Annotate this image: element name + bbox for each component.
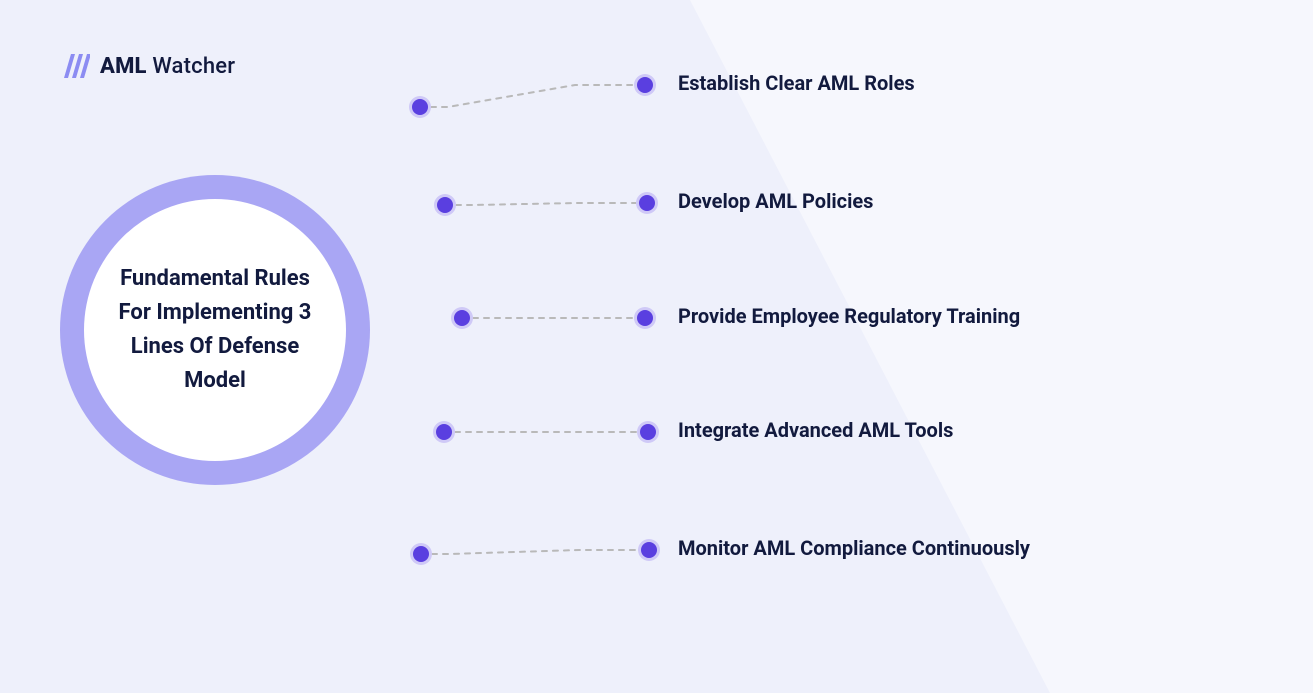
rule-item-label: Integrate Advanced AML Tools xyxy=(678,418,953,442)
connector-end-dot xyxy=(641,542,657,558)
connector-end-dot xyxy=(637,310,653,326)
connector-path xyxy=(445,203,647,205)
rule-item-label: Develop AML Policies xyxy=(678,189,873,213)
rule-item-label: Provide Employee Regulatory Training xyxy=(678,304,1020,328)
connector-end-dot xyxy=(639,195,655,211)
connector-start-dot xyxy=(413,546,429,562)
connector-start-dot xyxy=(454,310,470,326)
rule-item-label: Establish Clear AML Roles xyxy=(678,71,915,95)
hub-inner: Fundamental Rules For Implementing 3 Lin… xyxy=(84,199,346,461)
brand-logo: AML Watcher xyxy=(62,52,235,80)
logo-mark-icon xyxy=(62,52,90,80)
logo-bold: AML xyxy=(100,54,147,79)
logo-text: AML Watcher xyxy=(100,54,235,79)
connector-end-dot xyxy=(637,77,653,93)
hub-title: Fundamental Rules For Implementing 3 Lin… xyxy=(114,262,316,398)
connector-start-dot xyxy=(437,197,453,213)
connector-path xyxy=(421,550,649,554)
connector-start-dot xyxy=(436,424,452,440)
connector-end-dot xyxy=(640,424,656,440)
hub-circle: Fundamental Rules For Implementing 3 Lin… xyxy=(60,175,370,485)
connector-path xyxy=(420,85,645,107)
connector-start-dot xyxy=(412,99,428,115)
rule-item-label: Monitor AML Compliance Continuously xyxy=(678,536,1030,560)
logo-light: Watcher xyxy=(152,54,235,79)
hub-ring: Fundamental Rules For Implementing 3 Lin… xyxy=(60,175,370,485)
